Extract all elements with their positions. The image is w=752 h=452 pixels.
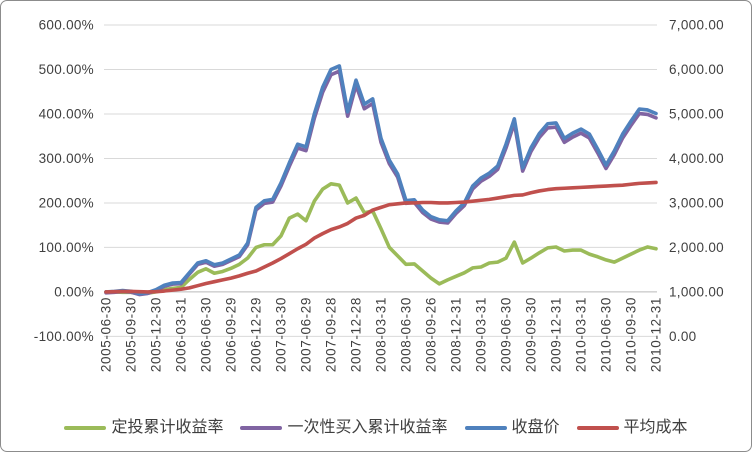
x-axis-tick-label: 2010-09-30: [624, 297, 639, 372]
chart-legend: 定投累计收益率 一次性买入累计收益率 收盘价 平均成本: [1, 415, 751, 441]
x-axis-tick-label: 2005-12-30: [149, 297, 164, 372]
x-axis-tick-label: 2008-06-30: [399, 297, 414, 372]
x-axis-tick-label: 2005-09-30: [124, 297, 139, 372]
x-axis-tick-label: 2008-03-31: [374, 297, 389, 372]
x-axis-tick-label: 2010-03-31: [574, 297, 589, 372]
x-axis-tick-label: 2009-12-31: [549, 297, 564, 372]
x-axis-tick-label: 2007-09-28: [324, 297, 339, 372]
x-axis-tick-label: 2006-06-30: [199, 297, 214, 372]
y-axis-tick-label-right: 1,000.00: [669, 284, 724, 299]
average-cost-line-swatch: [576, 425, 619, 431]
x-axis-tick-label: 2008-12-31: [449, 297, 464, 372]
y-axis-tick-label-right: 4,000.00: [669, 151, 724, 166]
y-axis-tick-label-right: 5,000.00: [669, 106, 724, 121]
x-axis-tick-label: 2006-12-29: [249, 297, 264, 372]
series-line-closing-price: [104, 64, 658, 296]
x-axis-tick-label: 2010-12-31: [649, 297, 664, 372]
y-axis-tick-label-right: 6,000.00: [669, 62, 724, 77]
legend-item-closing-price: 收盘价: [464, 419, 560, 436]
y-axis-tick-label-left: 100.00%: [39, 240, 94, 255]
x-axis-tick-label: 2010-06-30: [599, 297, 614, 372]
x-axis-tick-label: 2007-03-30: [274, 297, 289, 372]
series-line-lumpsum-cumulative-return: [104, 69, 658, 297]
y-axis-tick-label-right: 7,000.00: [669, 18, 724, 33]
x-axis-tick-label: 2005-06-30: [99, 297, 114, 372]
closing-price-line-swatch: [464, 425, 507, 431]
y-axis-tick-label-right: 0.00: [669, 329, 696, 344]
y-axis-tick-label-left: 500.00%: [39, 62, 94, 77]
legend-label: 一次性买入累计收益率: [287, 419, 448, 436]
lumpsum-return-line-swatch: [240, 425, 283, 431]
x-axis-tick-label: 2006-09-29: [224, 297, 239, 372]
dca-return-line-swatch: [64, 425, 107, 431]
series-line-average-cost: [104, 180, 658, 294]
y-axis-tick-label-right: 2,000.00: [669, 240, 724, 255]
x-axis-tick-label: 2006-03-31: [174, 297, 189, 372]
legend-item-dca-cumulative-return: 定投累计收益率: [64, 420, 223, 436]
x-axis-tick-label: 2007-06-29: [299, 297, 314, 372]
y-axis-tick-label-left: 200.00%: [39, 195, 94, 210]
legend-item-average-cost: 平均成本: [576, 419, 688, 436]
legend-label: 平均成本: [623, 419, 688, 436]
x-axis-tick-label: 2009-06-30: [499, 297, 514, 372]
legend-label: 定投累计收益率: [111, 419, 224, 436]
y-axis-tick-label-left: 600.00%: [39, 18, 94, 33]
x-axis-tick-label: 2007-12-28: [349, 297, 364, 372]
y-axis-tick-label-left: 300.00%: [39, 151, 94, 166]
legend-label: 收盘价: [511, 419, 560, 436]
y-axis-tick-label-left: 0.00%: [54, 284, 94, 299]
x-axis-tick-label: 2008-09-26: [424, 297, 439, 372]
series-line-dca-cumulative-return: [104, 182, 658, 296]
x-axis-tick-label: 2009-09-30: [524, 297, 539, 372]
y-axis-tick-label-right: 3,000.00: [669, 195, 724, 210]
x-axis-tick-label: 2009-03-31: [474, 297, 489, 372]
y-axis-tick-label-left: -100.00%: [34, 329, 94, 344]
y-axis-tick-label-left: 400.00%: [39, 106, 94, 121]
legend-item-lumpsum-cumulative-return: 一次性买入累计收益率: [240, 419, 448, 436]
